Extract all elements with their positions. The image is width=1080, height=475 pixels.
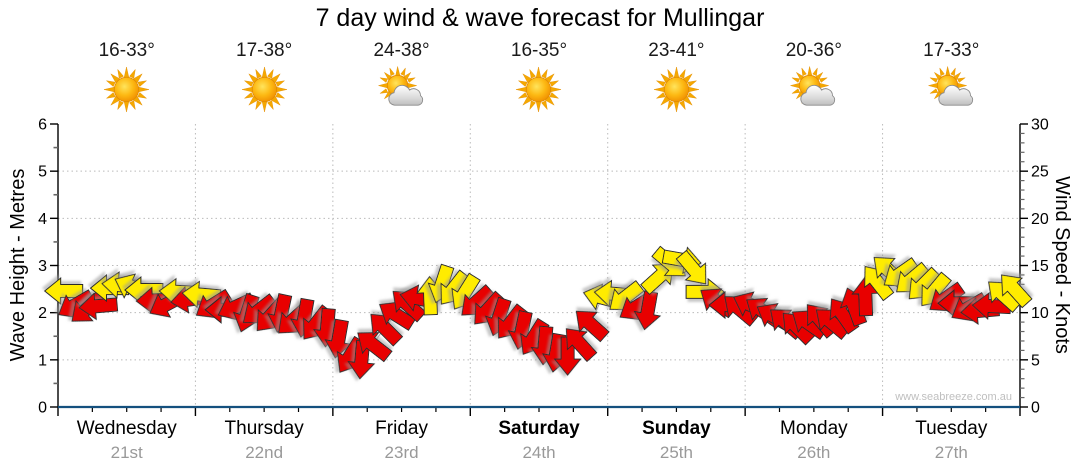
day-date-label: 21st — [111, 443, 143, 462]
partly-cloudy-icon — [377, 66, 424, 106]
wind-arrow — [864, 265, 895, 302]
day-forecast: 23-41° — [608, 40, 745, 124]
x-axis-label-layer: Wednesday 21st Thursday 22nd Friday 23rd Satur… — [77, 418, 988, 462]
watermark-text: www.seabreeze.com.au — [895, 391, 1012, 403]
temp-range-label: 17-38° — [236, 40, 293, 61]
day-forecast: 17-38° — [195, 40, 332, 124]
day-date-label: 26th — [797, 443, 830, 462]
wave-height-tick-label: 3 — [38, 258, 47, 275]
wind-arrow — [357, 332, 393, 363]
sunny-icon — [653, 66, 699, 113]
day-name-label: Friday — [375, 418, 428, 439]
day-date-label: 27th — [935, 443, 968, 462]
wave-height-tick-label: 4 — [38, 211, 47, 228]
wind-speed-tick-label: 10 — [1031, 305, 1049, 322]
day-date-label: 22nd — [245, 443, 283, 462]
temp-range-label: 16-33° — [98, 40, 155, 61]
sunny-icon — [104, 66, 150, 113]
series-layer — [43, 245, 1033, 409]
temp-range-label: 17-33° — [923, 40, 980, 61]
wave-height-tick-label: 6 — [38, 117, 47, 134]
day-name-label: Saturday — [498, 418, 580, 439]
day-name-label: Sunday — [642, 418, 711, 439]
sunny-icon — [241, 66, 287, 113]
day-date-label: 24th — [522, 443, 555, 462]
wind-speed-tick-label: 5 — [1031, 352, 1040, 369]
temp-range-label: 20-36° — [785, 40, 842, 61]
wind-arrow — [1001, 274, 1033, 309]
day-date-label: 25th — [660, 443, 693, 462]
day-date-label: 23rd — [385, 443, 419, 462]
day-name-label: Thursday — [225, 418, 305, 439]
day-forecast: 17-33° — [883, 40, 1020, 124]
wave-height-tick-label: 2 — [38, 305, 47, 322]
day-name-label: Wednesday — [77, 418, 177, 439]
temp-range-label: 24-38° — [373, 40, 430, 61]
wind-arrow — [347, 339, 376, 380]
partly-cloudy-icon — [927, 66, 973, 106]
wave-height-tick-label: 1 — [38, 352, 47, 369]
wind-arrow — [565, 328, 598, 363]
wind-speed-tick-label: 0 — [1031, 400, 1040, 417]
wind-arrow — [43, 276, 84, 306]
wind-arrow — [675, 249, 707, 285]
day-forecast: 24-38° — [333, 40, 470, 124]
wind-arrow — [575, 310, 610, 343]
wave-height-tick-label: 5 — [38, 164, 47, 181]
wind-arrow — [370, 313, 404, 347]
page-title: 7 day wind & wave forecast for Mullingar — [315, 4, 765, 32]
wind-arrow — [78, 292, 119, 321]
temp-range-label: 23-41° — [648, 40, 705, 61]
day-forecast: 20-36° — [745, 40, 882, 124]
partly-cloudy-icon — [790, 66, 836, 106]
wind-speed-tick-label: 30 — [1031, 117, 1049, 134]
wind-speed-tick-label: 25 — [1031, 164, 1049, 181]
day-forecast-header-row: 16-33° 17-38° — [58, 40, 1020, 124]
axis-layer: 0 1 2 3 4 5 6 0 5 10 15 20 25 30 — [38, 117, 1049, 417]
sunny-icon — [516, 66, 562, 113]
day-forecast: 16-33° — [58, 40, 195, 124]
wind-arrow — [633, 290, 662, 331]
wave-height-tick-label: 0 — [38, 400, 47, 417]
day-forecast: 16-35° — [470, 40, 607, 124]
wind-speed-tick-label: 20 — [1031, 211, 1049, 228]
wind-speed-tick-label: 15 — [1031, 258, 1049, 275]
wind-arrow — [324, 318, 353, 359]
day-name-label: Monday — [780, 418, 848, 439]
day-name-label: Tuesday — [915, 418, 988, 439]
temp-range-label: 16-35° — [510, 40, 568, 61]
